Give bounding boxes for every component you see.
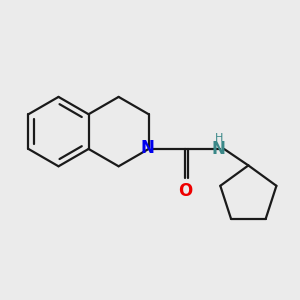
Text: O: O — [178, 182, 192, 200]
Text: H: H — [214, 133, 223, 143]
Text: N: N — [212, 140, 226, 158]
Text: N: N — [141, 139, 154, 157]
